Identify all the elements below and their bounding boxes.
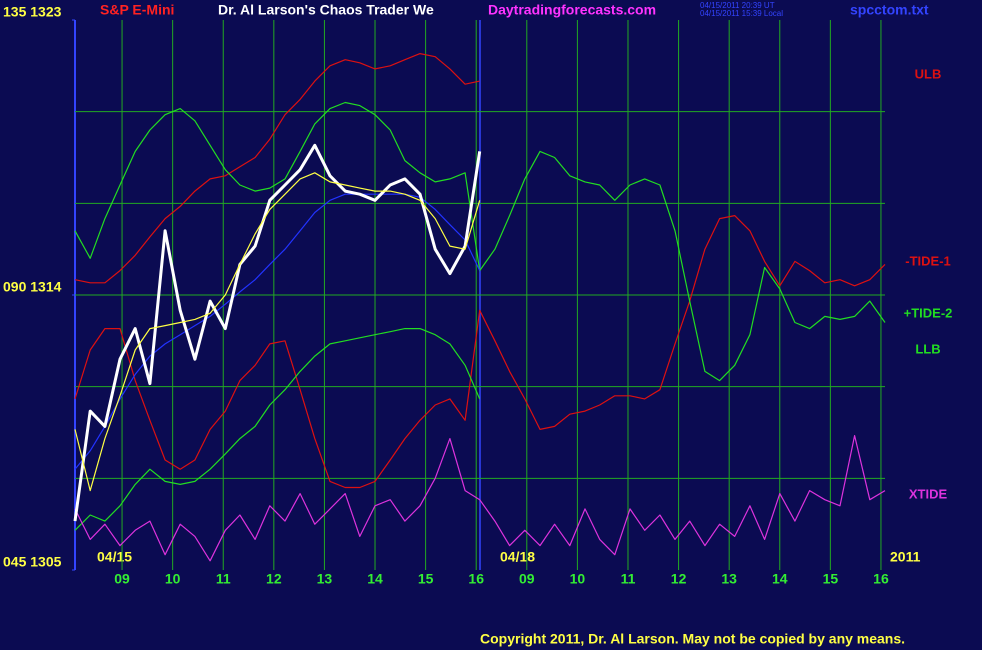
x-tick-label: 15 — [823, 571, 839, 587]
series-line — [74, 435, 886, 562]
x-tick-label: 10 — [570, 571, 586, 587]
series-line — [74, 328, 481, 531]
x-tick-label: 11 — [216, 571, 231, 587]
legend-label: ULB — [915, 66, 942, 81]
x-tick-label: 14 — [367, 571, 383, 587]
legend-label: LLB — [915, 341, 940, 356]
y-tick-label: 135 1323 — [3, 4, 62, 20]
series-line — [74, 215, 886, 489]
timestamp: 04/15/2011 15:39 Local — [700, 9, 783, 18]
x-tick-label: 16 — [468, 571, 484, 587]
x-tick-label: 16 — [873, 571, 889, 587]
legend-label: XTIDE — [909, 486, 948, 501]
date-label: 04/18 — [500, 549, 535, 565]
series-line — [74, 172, 481, 492]
x-tick-label: 11 — [621, 571, 636, 587]
file-name: spcctom.txt — [850, 2, 929, 18]
copyright: Copyright 2011, Dr. Al Larson. May not b… — [480, 631, 905, 647]
date-label: 2011 — [890, 549, 921, 565]
series-line — [74, 193, 481, 470]
series-line — [74, 53, 480, 284]
x-tick-label: 09 — [114, 571, 130, 587]
legend-label: +TIDE-2 — [904, 305, 953, 320]
legend-label: -TIDE-1 — [905, 253, 951, 268]
y-tick-label: 090 1314 — [3, 279, 62, 295]
chart-title: Dr. Al Larson's Chaos Trader We — [218, 2, 434, 18]
x-tick-label: 13 — [721, 571, 737, 587]
date-label: 04/15 — [97, 549, 132, 565]
x-tick-label: 12 — [671, 571, 687, 587]
timestamp: 04/15/2011 20:39 UT — [700, 1, 775, 10]
x-tick-label: 14 — [772, 571, 788, 587]
symbol: S&P E-Mini — [100, 2, 174, 18]
series-line — [73, 143, 482, 522]
x-tick-label: 12 — [266, 571, 282, 587]
x-tick-label: 15 — [418, 571, 434, 587]
x-tick-label: 13 — [317, 571, 333, 587]
y-tick-label: 045 1305 — [3, 554, 62, 570]
x-tick-label: 09 — [519, 571, 535, 587]
x-tick-label: 10 — [165, 571, 181, 587]
website: Daytradingforecasts.com — [488, 2, 656, 18]
